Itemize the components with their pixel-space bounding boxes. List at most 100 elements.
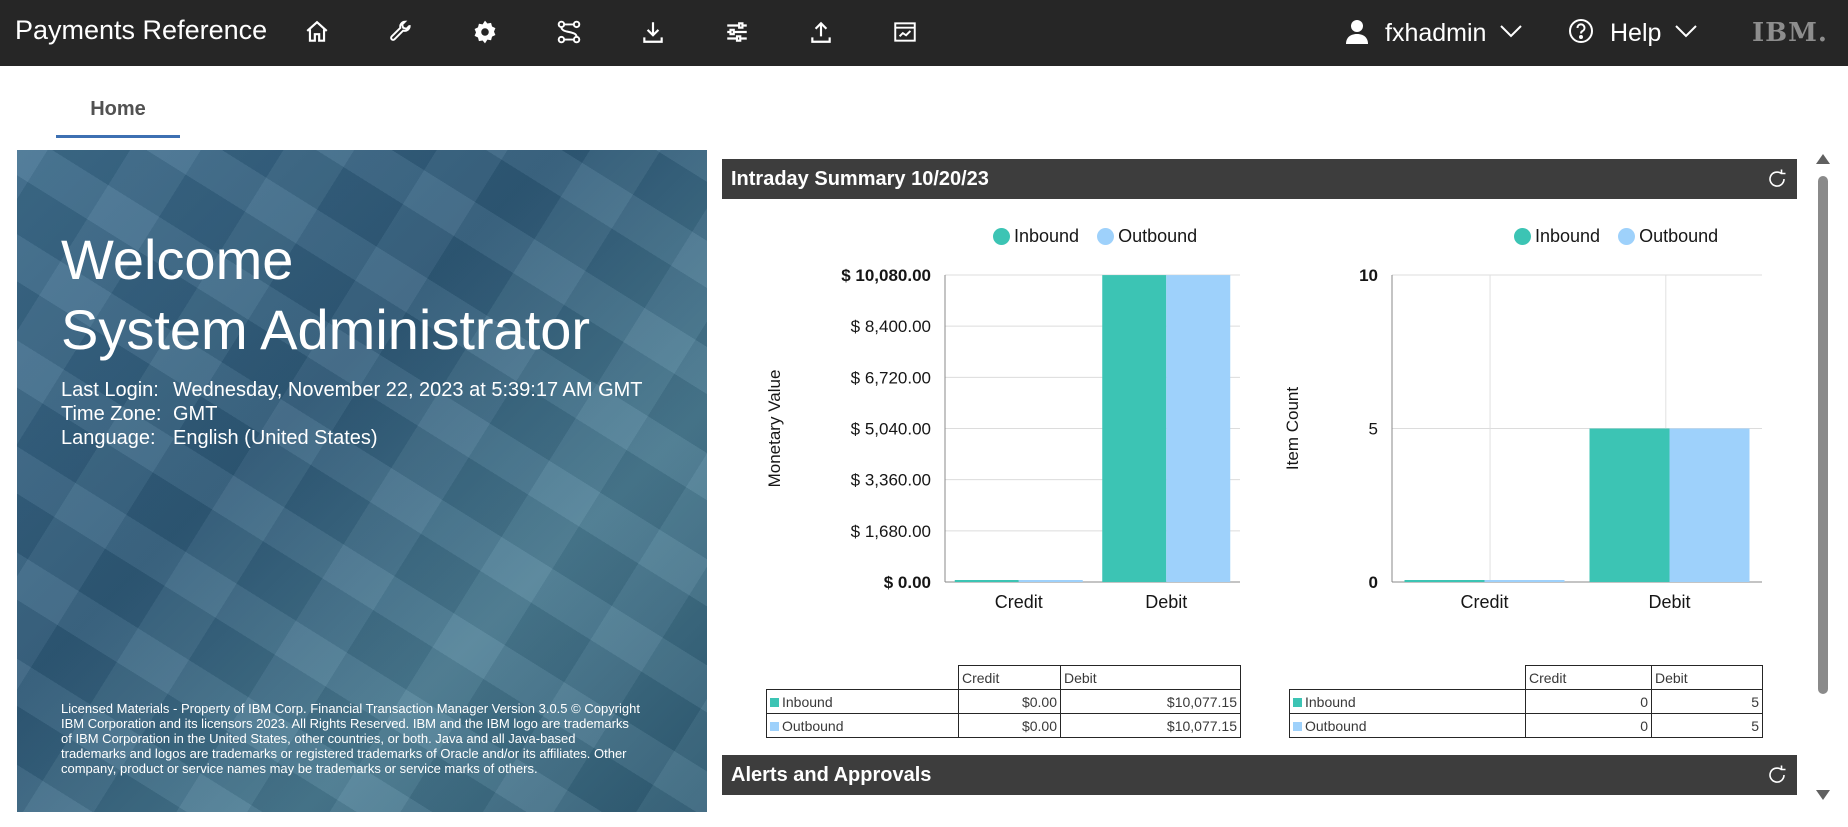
bar-outbound-credit [1018, 580, 1083, 582]
scrollbar-thumb[interactable] [1818, 176, 1828, 694]
x-tick-label: Credit [995, 592, 1043, 612]
table-cell: 5 [1651, 713, 1763, 738]
chart-window-icon[interactable] [888, 15, 922, 49]
bar-inbound-debit [1589, 428, 1670, 582]
x-tick-label: Debit [1648, 592, 1690, 612]
scroll-up-arrow[interactable] [1815, 152, 1831, 166]
x-tick-label: Credit [1460, 592, 1508, 612]
tab-home-label: Home [90, 98, 146, 120]
wrench-icon[interactable] [384, 15, 418, 49]
legend-item-outbound[interactable]: Outbound [1097, 226, 1197, 247]
table-row: Inbound 0 5 [1289, 689, 1763, 714]
y-tick-label: $ 10,080.00 [841, 266, 931, 285]
bar-outbound-debit [1166, 275, 1231, 582]
sliders-icon[interactable] [720, 15, 754, 49]
last-login-value: Wednesday, November 22, 2023 at 5:39:17 … [173, 379, 643, 401]
monetary-data-table: Credit Debit Inbound $0.00 $10,077.15 Ou… [766, 665, 1241, 738]
help-menu[interactable]: Help [1568, 14, 1698, 52]
ibm-logo: IBM. [1752, 18, 1828, 48]
gear-icon[interactable] [468, 15, 502, 49]
table-cell: 5 [1651, 689, 1763, 714]
table-cell: 0 [1525, 713, 1652, 738]
y-tick-label: $ 0.00 [884, 573, 931, 592]
table-header: Debit [1060, 665, 1241, 690]
user-menu[interactable]: fxhadmin [1345, 14, 1523, 52]
y-tick-label: 0 [1369, 573, 1378, 592]
scroll-down-arrow[interactable] [1815, 788, 1831, 802]
y-tick-label: $ 8,400.00 [851, 317, 931, 336]
table-row: Outbound 0 5 [1289, 713, 1763, 738]
legend-item-outbound[interactable]: Outbound [1618, 226, 1718, 247]
monetary-value-chart: $ 0.00 $ 1,680.00 $ 3,360.00 $ 5,040.00 $ 6,… [765, 266, 1240, 612]
workflow-icon[interactable] [552, 15, 586, 49]
session-info: Last Login: Wednesday, November 22, 2023 … [61, 378, 643, 450]
tab-home[interactable]: Home [56, 84, 180, 138]
chevron-down-icon [1500, 24, 1523, 43]
legend-label: Inbound [1014, 226, 1080, 246]
last-login-label: Last Login: [61, 379, 159, 401]
legend-label: Inbound [1535, 226, 1601, 246]
table-header: Credit [958, 665, 1061, 690]
legend-dot-outbound [1618, 228, 1636, 245]
app-title[interactable]: Payments Reference [15, 15, 268, 45]
top-bar: Payments Reference fxhadmin Help [0, 0, 1848, 66]
bar-inbound-debit [1102, 275, 1167, 582]
alerts-approvals-title: Alerts and Approvals [731, 764, 932, 786]
language-label: Language: [61, 427, 156, 449]
legend-label: Outbound [1639, 226, 1719, 246]
refresh-icon[interactable] [1765, 763, 1789, 787]
bar-inbound-credit [954, 580, 1019, 582]
welcome-user-role: System Administrator [61, 298, 591, 361]
y-axis-label: Monetary Value [765, 370, 784, 488]
count-data-table: Credit Debit Inbound 0 5 Outbound 0 5 [1289, 665, 1763, 738]
intraday-summary-header: Intraday Summary 10/20/23 [722, 159, 1797, 199]
help-icon [1568, 18, 1594, 49]
intraday-summary-title: Intraday Summary 10/20/23 [731, 168, 989, 190]
alerts-approvals-header: Alerts and Approvals [722, 755, 1797, 795]
row-label: Inbound [1305, 693, 1356, 710]
table-cell: $10,077.15 [1060, 713, 1241, 738]
y-tick-label: $ 1,680.00 [851, 522, 931, 541]
bar-outbound-credit [1484, 580, 1565, 582]
row-label: Inbound [782, 693, 833, 710]
table-row: Inbound $0.00 $10,077.15 [766, 689, 1241, 714]
table-cell: $0.00 [958, 689, 1061, 714]
chart-legend-count: Inbound Outbound [1514, 226, 1736, 247]
swatch-outbound [1293, 722, 1302, 732]
table-row: Outbound $0.00 $10,077.15 [766, 713, 1241, 738]
x-tick-label: Debit [1145, 592, 1187, 612]
upload-icon[interactable] [804, 15, 838, 49]
item-count-chart: 0 5 10 Item Count Credit Debit [1283, 266, 1762, 612]
swatch-inbound [770, 698, 779, 708]
bar-inbound-credit [1404, 580, 1485, 582]
download-icon[interactable] [636, 15, 670, 49]
table-header: Debit [1651, 665, 1763, 690]
refresh-icon[interactable] [1765, 167, 1789, 191]
table-header: Credit [1525, 665, 1652, 690]
user-name: fxhadmin [1385, 18, 1487, 47]
y-tick-label: 5 [1369, 420, 1378, 439]
tab-active-indicator [56, 135, 180, 138]
row-label: Outbound [1305, 717, 1367, 734]
language-value: English (United States) [173, 427, 378, 449]
welcome-panel: Welcome System Administrator Last Login:… [17, 150, 707, 812]
legal-notice: Licensed Materials - Property of IBM Cor… [61, 701, 640, 776]
legend-dot-outbound [1097, 228, 1115, 245]
user-icon [1345, 18, 1369, 49]
y-tick-label: $ 5,040.00 [851, 420, 931, 439]
legend-dot-inbound [1514, 228, 1531, 245]
chart-legend-monetary: Inbound Outbound [993, 226, 1215, 247]
y-tick-label: 10 [1359, 266, 1378, 285]
legend-dot-inbound [993, 228, 1010, 245]
home-icon[interactable] [300, 15, 334, 49]
row-label: Outbound [782, 717, 844, 734]
table-cell: $10,077.15 [1060, 689, 1241, 714]
y-tick-label: $ 6,720.00 [851, 368, 931, 387]
help-label: Help [1610, 18, 1662, 47]
legend-item-inbound[interactable]: Inbound [993, 226, 1079, 247]
swatch-inbound [1293, 698, 1302, 708]
time-zone-label: Time Zone: [61, 403, 162, 425]
legend-item-inbound[interactable]: Inbound [1514, 226, 1600, 247]
y-axis-label: Item Count [1283, 387, 1302, 470]
y-tick-label: $ 3,360.00 [851, 471, 931, 490]
